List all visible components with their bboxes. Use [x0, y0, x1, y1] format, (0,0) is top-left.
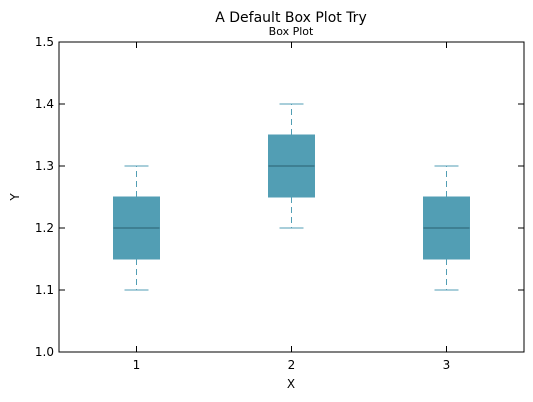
x-tick-label: 3	[443, 358, 451, 372]
x-axis-label: X	[287, 377, 295, 391]
y-axis: 1.0 1.1 1.2 1.3 1.4 1.5	[35, 35, 524, 359]
box-group-1	[113, 165, 160, 291]
y-tick-label: 1.4	[35, 97, 54, 111]
x-axis: 1 2 3	[133, 42, 451, 372]
x-tick-label: 1	[133, 358, 141, 372]
y-tick-label: 1.2	[35, 221, 54, 235]
box-group-2	[268, 103, 315, 229]
y-tick-label: 1.5	[35, 35, 54, 49]
chart-subtitle: Box Plot	[269, 25, 314, 38]
chart-title: A Default Box Plot Try	[215, 10, 366, 26]
y-axis-label: Y	[8, 193, 22, 202]
y-tick-label: 1.1	[35, 283, 54, 297]
plot-area	[113, 103, 470, 291]
y-tick-label: 1.3	[35, 159, 54, 173]
x-tick-label: 2	[288, 358, 296, 372]
box-group-3	[423, 165, 470, 291]
y-tick-label: 1.0	[35, 345, 54, 359]
